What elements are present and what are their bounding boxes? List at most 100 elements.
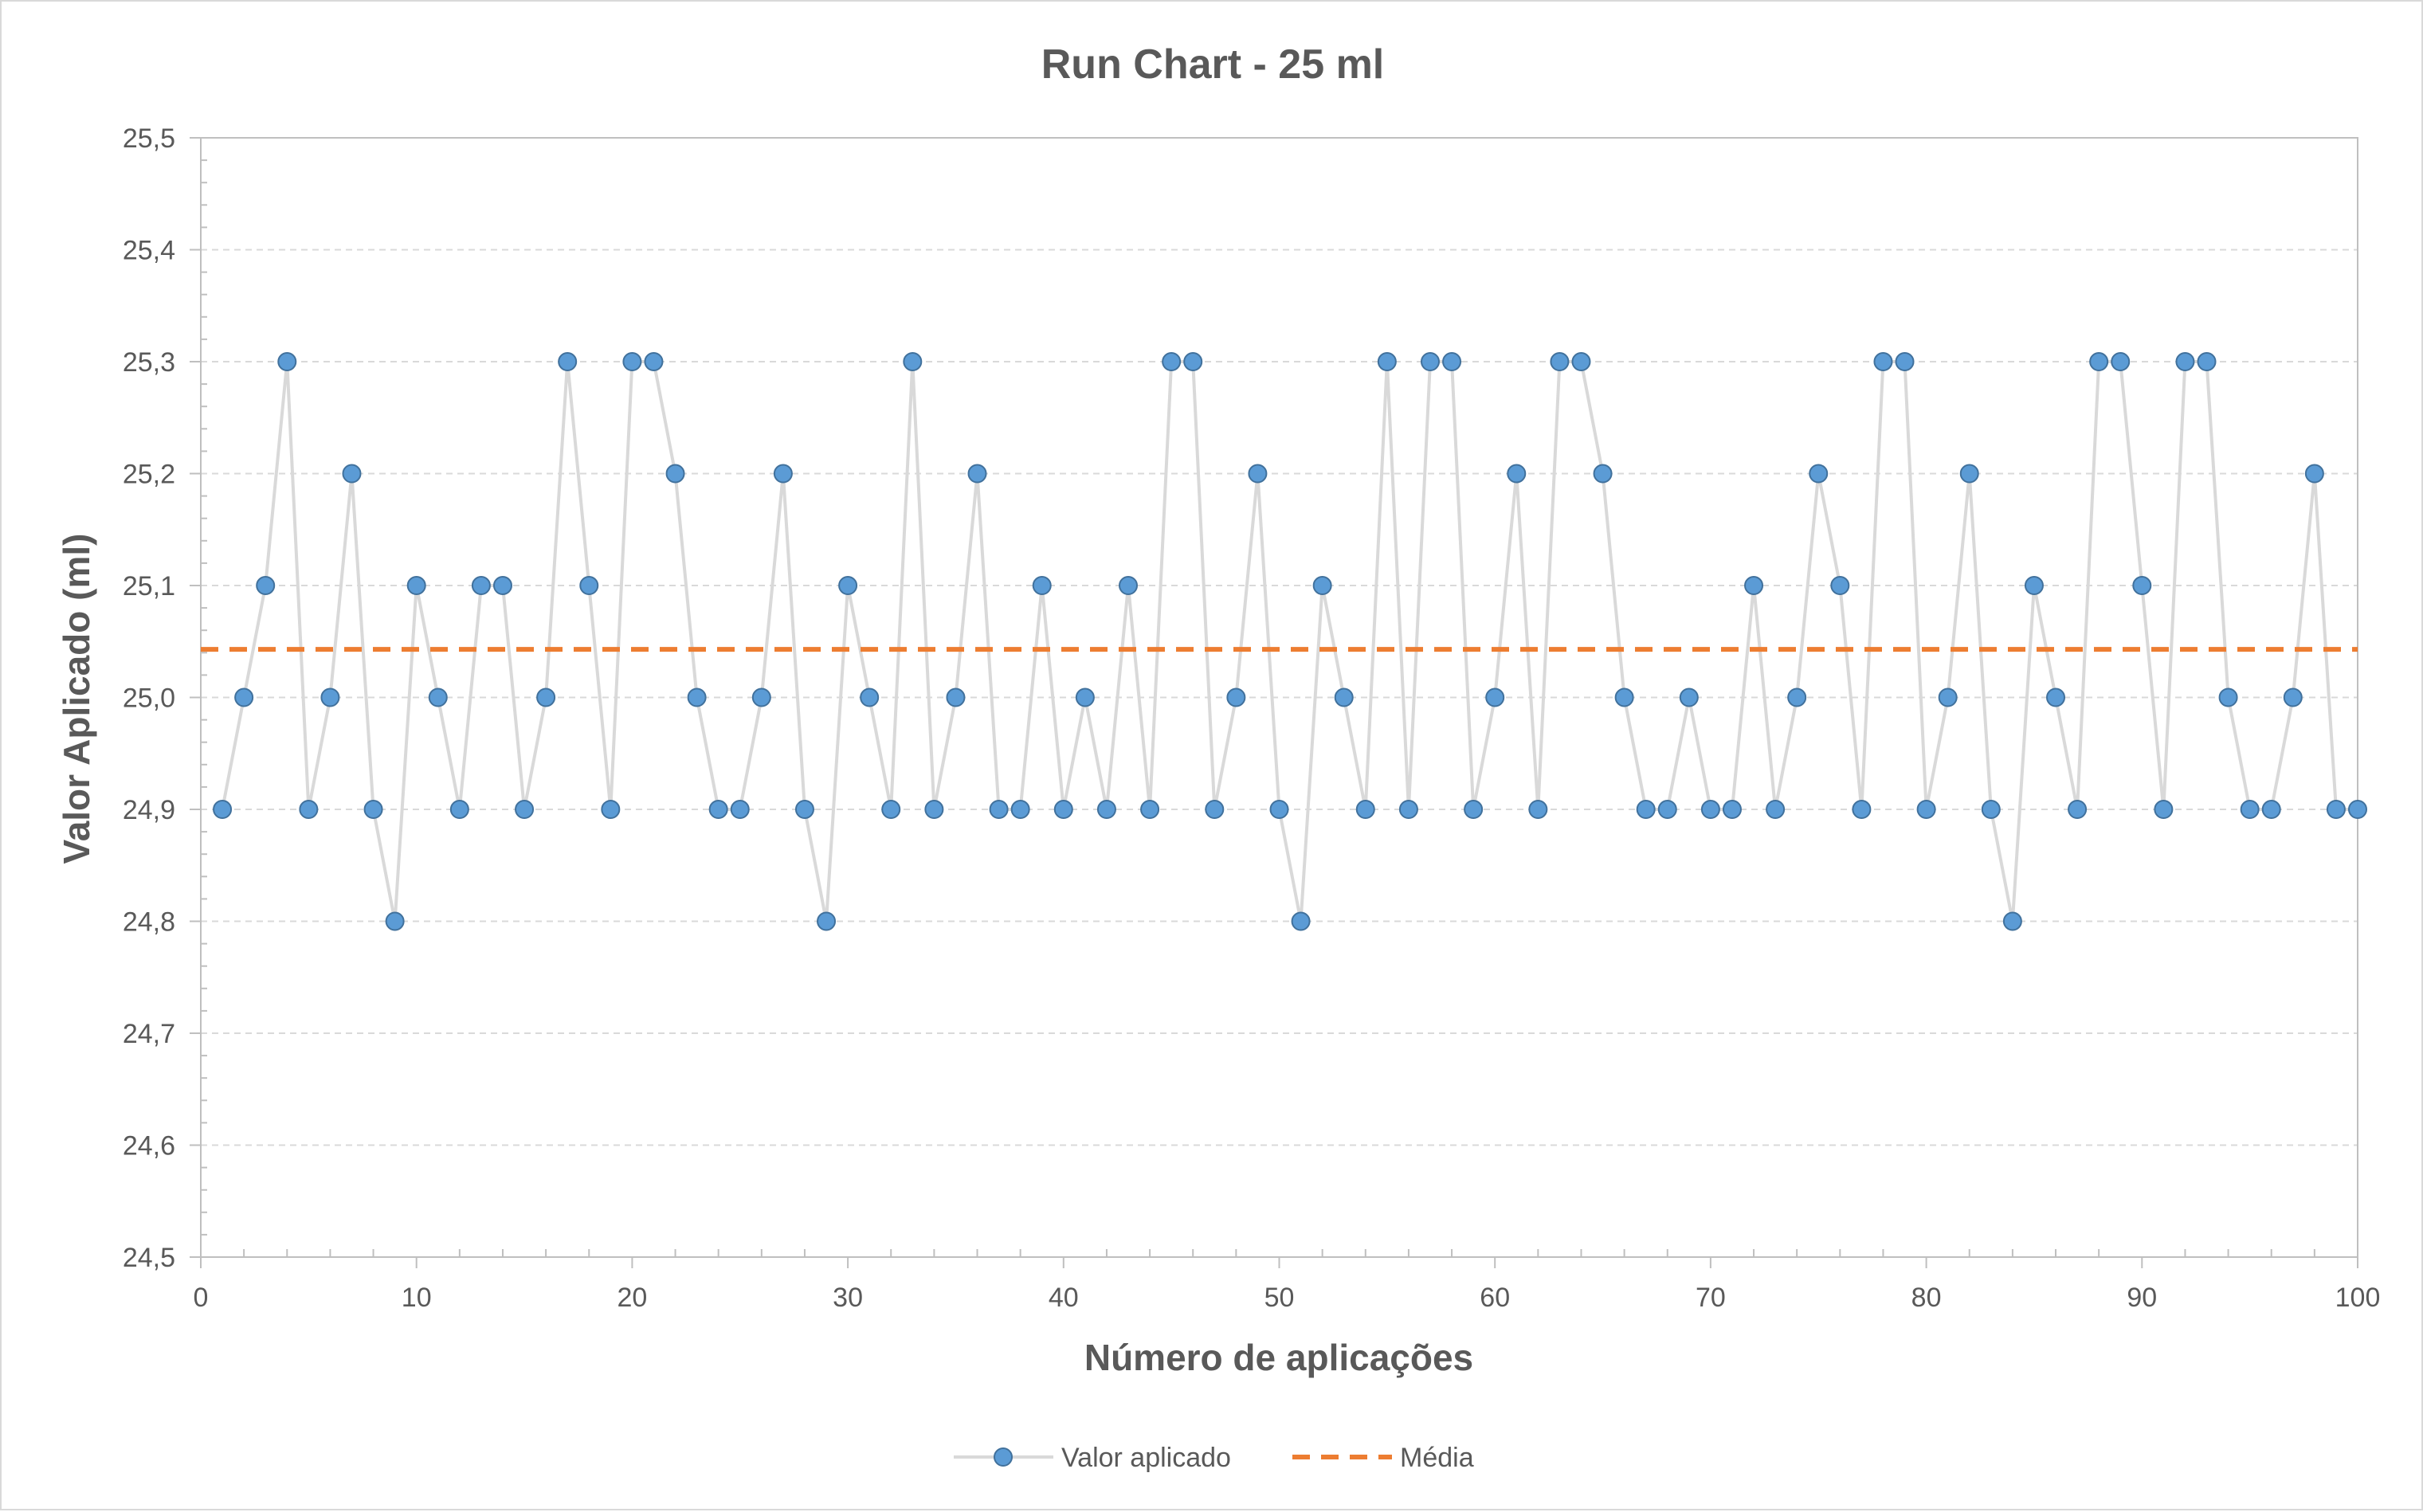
- data-point: [860, 687, 880, 707]
- data-point: [363, 800, 383, 819]
- data-point: [1938, 687, 1958, 707]
- x-tick-label: 80: [1911, 1283, 1942, 1313]
- data-point: [1507, 464, 1527, 484]
- data-point: [687, 687, 707, 707]
- y-axis-title: Valor Aplicado (ml): [56, 534, 97, 864]
- data-point: [2304, 464, 2324, 484]
- data-point: [1355, 800, 1375, 819]
- data-point: [967, 464, 987, 484]
- x-tick-label: 100: [2335, 1283, 2381, 1313]
- x-axis-title: Número de aplicações: [1084, 1337, 1473, 1378]
- data-point: [1205, 800, 1225, 819]
- chart-title: Run Chart - 25 ml: [1041, 41, 1385, 88]
- data-point: [1420, 352, 1440, 371]
- data-point: [601, 800, 621, 819]
- data-point: [2154, 800, 2174, 819]
- legend-marker-valor-aplicado: [994, 1447, 1013, 1467]
- data-point: [234, 687, 254, 707]
- data-point: [385, 911, 405, 931]
- data-point: [1464, 800, 1484, 819]
- data-point: [1442, 352, 1462, 371]
- data-point: [2197, 352, 2217, 371]
- y-tick-label: 24,9: [123, 795, 175, 825]
- data-point: [751, 687, 771, 707]
- gridlines: [201, 249, 2358, 1146]
- data-point: [1398, 800, 1418, 819]
- data-point: [838, 576, 858, 595]
- data-point: [1096, 800, 1116, 819]
- data-point: [2218, 687, 2238, 707]
- y-tick-label: 24,5: [123, 1243, 175, 1273]
- x-tick-label: 30: [833, 1283, 863, 1313]
- data-point: [1593, 464, 1613, 484]
- data-point: [903, 352, 923, 371]
- y-tick-label: 25,0: [123, 684, 175, 714]
- data-point: [1075, 687, 1095, 707]
- data-point: [2175, 352, 2195, 371]
- data-point: [989, 800, 1009, 819]
- data-point: [881, 800, 901, 819]
- data-point: [2068, 800, 2088, 819]
- y-tick-label: 24,8: [123, 907, 175, 938]
- x-tick-label: 90: [2127, 1283, 2157, 1313]
- data-point: [299, 800, 319, 819]
- data-point: [2240, 800, 2260, 819]
- axes: 25,5 25,4 25,3 25,2 25,1 25,0 24,9 24,8 24,7 24,6…: [123, 123, 2381, 1313]
- data-point: [644, 352, 664, 371]
- data-point: [1636, 800, 1656, 819]
- data-point: [708, 800, 728, 819]
- data-point: [471, 576, 491, 595]
- data-point: [277, 352, 297, 371]
- data-point: [492, 576, 512, 595]
- data-point: [1809, 464, 1829, 484]
- data-point: [1744, 576, 1764, 595]
- data-point: [1226, 687, 1246, 707]
- data-point: [1377, 352, 1397, 371]
- plot-area: [201, 352, 2367, 931]
- data-point: [1248, 464, 1268, 484]
- data-point: [1291, 911, 1311, 931]
- data-point: [2132, 576, 2152, 595]
- data-point: [1722, 800, 1742, 819]
- data-point: [536, 687, 556, 707]
- data-point: [2326, 800, 2346, 819]
- data-point: [1766, 800, 1786, 819]
- data-point: [2046, 687, 2066, 707]
- x-tick-label: 70: [1696, 1283, 1726, 1313]
- data-point: [342, 464, 362, 484]
- data-point: [1852, 800, 1872, 819]
- data-point: [1571, 352, 1591, 371]
- data-point: [1053, 800, 1073, 819]
- x-tick-label: 10: [402, 1283, 432, 1313]
- x-tick-label: 60: [1480, 1283, 1510, 1313]
- data-point: [2002, 911, 2022, 931]
- data-point: [406, 576, 426, 595]
- y-tick-label: 25,4: [123, 236, 175, 266]
- data-point: [2111, 352, 2131, 371]
- data-point: [1614, 687, 1634, 707]
- data-point: [1916, 800, 1936, 819]
- x-tick-label: 40: [1049, 1283, 1079, 1313]
- data-point: [1140, 800, 1160, 819]
- y-tick-label: 25,1: [123, 571, 175, 601]
- data-point: [1981, 800, 2001, 819]
- data-point: [2348, 800, 2367, 819]
- data-point: [1895, 352, 1915, 371]
- data-point: [320, 687, 340, 707]
- data-point: [1485, 687, 1505, 707]
- data-point: [1528, 800, 1548, 819]
- legend-label-media: Média: [1400, 1443, 1474, 1473]
- y-tick-label: 24,6: [123, 1131, 175, 1161]
- series-line-valor-aplicado: [221, 360, 2358, 923]
- data-point: [794, 800, 814, 819]
- data-point: [1032, 576, 1052, 595]
- data-point: [256, 576, 276, 595]
- x-tick-label: 20: [617, 1283, 647, 1313]
- data-point: [665, 464, 685, 484]
- data-point: [449, 800, 469, 819]
- data-point: [773, 464, 793, 484]
- data-point: [1183, 352, 1203, 371]
- x-tick-label: 50: [1264, 1283, 1295, 1313]
